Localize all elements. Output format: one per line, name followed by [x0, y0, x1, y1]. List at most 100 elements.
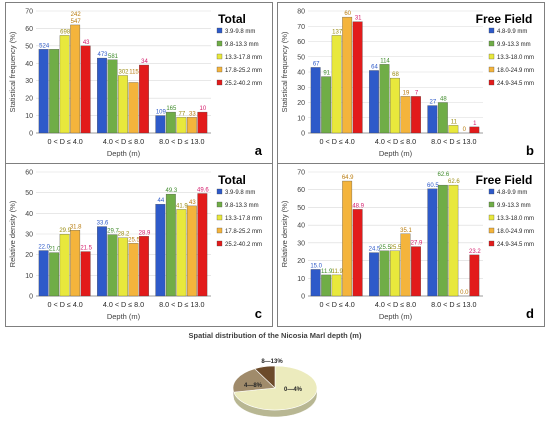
data-label: 698: [60, 29, 71, 35]
data-label: 137: [332, 29, 343, 35]
data-label: 60: [344, 11, 351, 17]
legend-swatch: [488, 201, 495, 208]
bar: [165, 111, 176, 134]
y-tick-label: 0: [29, 131, 33, 138]
bar: [427, 188, 438, 297]
bar: [400, 233, 411, 297]
x-tick-label: 4.0 < D ≤ 8.0: [375, 137, 416, 146]
x-tick-label: 0 < D ≤ 4.0: [320, 300, 355, 309]
bar: [97, 57, 107, 134]
legend-swatch: [488, 53, 495, 60]
bar: [369, 70, 379, 134]
pie-slice: [232, 368, 276, 393]
data-label: 43: [83, 40, 90, 46]
data-label: 0: [463, 127, 467, 133]
bar: [155, 115, 166, 134]
bar: [176, 117, 187, 134]
data-label: 31.8: [70, 224, 82, 230]
bar: [128, 82, 139, 134]
legend-label: 24.9-34.5 mm: [497, 242, 534, 248]
legend-swatch: [216, 240, 223, 247]
bar: [80, 45, 91, 134]
chart-c-svg: 0 10 20 30 40 50 60 0 < D ≤ 4.0 4.0 < D ≤ 8.0 8.0…: [8, 170, 262, 322]
bar: [448, 125, 459, 134]
data-label: 28.9: [139, 230, 151, 236]
x-tick-label: 4.0 < D ≤ 8.0: [103, 137, 144, 146]
bar: [139, 236, 149, 297]
y-tick-label: 20: [297, 258, 305, 265]
data-label: 44: [157, 198, 164, 204]
panel-heading: Total: [218, 173, 246, 187]
data-label: 49.3: [165, 188, 177, 194]
bar: [59, 35, 70, 134]
bar: [411, 96, 421, 134]
legend-swatch: [488, 227, 495, 234]
y-axis-label: Statistical frequency (%): [280, 31, 289, 112]
bar: [197, 111, 208, 134]
legend-label: 13.3-18.0 mm: [497, 55, 534, 61]
x-tick-label: 0 < D ≤ 4.0: [48, 137, 83, 146]
legend-swatch: [488, 240, 495, 247]
data-label: 91: [323, 71, 330, 77]
bar: [310, 67, 321, 134]
data-label: 25.5: [390, 245, 402, 251]
data-label: 19: [403, 90, 410, 96]
legend-swatch: [216, 227, 223, 234]
bar: [437, 184, 448, 297]
legend-label: 13.3-18.0 mm: [497, 216, 534, 222]
data-label: 22.0: [38, 245, 50, 251]
data-label: 27: [429, 100, 436, 106]
legend-swatch: [488, 79, 495, 86]
legend-swatch: [488, 214, 495, 221]
y-tick-label: 40: [25, 61, 33, 68]
data-label: 48: [440, 97, 447, 103]
bar: [70, 230, 81, 297]
legend-label: 4.8-9.9 mm: [497, 29, 527, 35]
y-tick-label: 30: [25, 78, 33, 85]
data-label: 68: [392, 72, 399, 78]
pie-slice: [254, 365, 276, 389]
bar: [331, 274, 342, 297]
bar: [49, 49, 60, 134]
bar: [310, 269, 321, 297]
y-tick-label: 60: [297, 187, 305, 194]
data-label: 115: [129, 69, 139, 75]
x-tick-label: 8.0 < D ≤ 13.0: [159, 300, 204, 309]
bar: [400, 96, 411, 134]
bar: [118, 237, 128, 297]
data-label: 15.0: [310, 263, 322, 269]
pie-slice-label: 4—8%: [244, 383, 263, 389]
legend-label: 3.9-9.8 mm: [225, 29, 255, 35]
chart-a-svg: 0 10 20 30 40 50 60 70 0 < D ≤ 4.0 4.0 < D ≤ 8.0 8…: [8, 9, 263, 159]
data-label: 1: [473, 121, 477, 127]
legend-label: 9.9-13.3 mm: [497, 42, 531, 48]
y-tick-label: 10: [297, 276, 305, 283]
bar: [107, 59, 118, 134]
bar: [38, 49, 49, 134]
legend-label: 13.3-17.8 mm: [225, 55, 262, 61]
bar: [59, 234, 70, 297]
data-label: 165: [166, 106, 177, 112]
y-axis-label: Relative density (%): [280, 200, 289, 267]
y-tick-label: 50: [297, 205, 305, 212]
panel-heading: Free Field: [476, 12, 533, 26]
y-tick-label: 70: [297, 170, 305, 177]
bar: [390, 250, 400, 297]
bar: [176, 209, 187, 297]
legend-label: 9.9-13.3 mm: [497, 203, 531, 209]
pie-slice-label: 0—4%: [284, 387, 303, 393]
data-label: 48.9: [352, 203, 364, 209]
y-tick-label: 70: [297, 24, 305, 31]
bar: [321, 274, 332, 297]
y-tick-label: 20: [297, 100, 305, 107]
y-tick-label: 20: [25, 96, 33, 103]
data-label: 62.6: [448, 179, 460, 185]
bar: [128, 243, 139, 297]
bar: [197, 193, 208, 297]
bar: [342, 16, 353, 134]
data-label: 34: [141, 59, 148, 65]
legend-label: 17.8-25.2 mm: [225, 68, 262, 74]
x-axis-label: Depth (m): [379, 312, 413, 321]
legend-swatch: [216, 40, 223, 47]
